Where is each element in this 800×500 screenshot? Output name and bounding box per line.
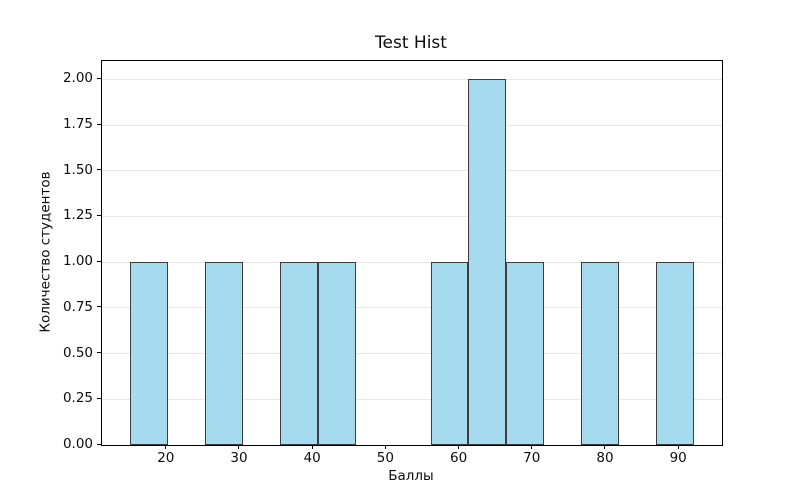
gridline <box>102 398 722 400</box>
gridline <box>102 124 722 126</box>
x-tick-label: 80 <box>596 450 614 466</box>
y-tick-mark <box>97 214 101 216</box>
gridline <box>102 261 722 263</box>
y-tick-label: 0.25 <box>62 390 93 407</box>
y-tick-mark <box>97 306 101 308</box>
y-tick-mark <box>97 397 101 399</box>
x-tick-label: 50 <box>376 450 394 466</box>
x-tick-mark <box>384 445 386 449</box>
y-tick-label: 0.75 <box>62 298 93 315</box>
x-tick-label: 20 <box>157 450 175 466</box>
x-tick-mark <box>311 445 313 449</box>
x-tick-mark <box>531 445 533 449</box>
gridline <box>102 353 722 355</box>
y-tick-label: 0.50 <box>62 344 93 361</box>
x-axis-label: Баллы <box>388 468 434 484</box>
x-tick-mark <box>677 445 679 449</box>
histogram-bar <box>318 262 356 445</box>
x-tick-mark <box>604 445 606 449</box>
y-tick-label: 1.25 <box>62 207 93 224</box>
histogram-bar <box>280 262 319 445</box>
y-tick-label: 1.00 <box>62 253 93 270</box>
chart-title: Test Hist <box>375 33 447 53</box>
x-tick-label: 40 <box>303 450 321 466</box>
x-tick-label: 90 <box>669 450 687 466</box>
y-tick-label: 1.75 <box>62 116 93 132</box>
y-tick-mark <box>97 123 101 125</box>
histogram-bar <box>505 262 544 445</box>
y-tick-label: 0.00 <box>62 436 93 452</box>
x-tick-label: 70 <box>523 450 541 466</box>
histogram-bar <box>468 79 506 445</box>
y-tick-mark <box>97 169 101 171</box>
x-tick-mark <box>165 445 167 449</box>
plot-area <box>101 60 723 446</box>
x-tick-label: 60 <box>449 450 468 466</box>
histogram-bar <box>205 262 243 445</box>
gridline <box>102 170 722 172</box>
gridline <box>102 307 722 309</box>
gridline <box>102 78 722 80</box>
histogram-bar <box>581 262 619 445</box>
histogram-bar <box>130 262 168 445</box>
y-tick-label: 2.00 <box>62 70 93 87</box>
x-tick-mark <box>458 445 460 449</box>
gridline <box>102 215 722 217</box>
x-tick-mark <box>238 445 240 449</box>
y-tick-mark <box>97 77 101 79</box>
x-tick-label: 30 <box>230 450 248 466</box>
y-tick-mark <box>97 260 101 262</box>
histogram-bar <box>656 262 694 445</box>
y-tick-mark <box>97 352 101 354</box>
y-tick-mark <box>97 443 101 445</box>
y-tick-label: 1.50 <box>62 161 93 178</box>
histogram-bar <box>430 262 469 445</box>
